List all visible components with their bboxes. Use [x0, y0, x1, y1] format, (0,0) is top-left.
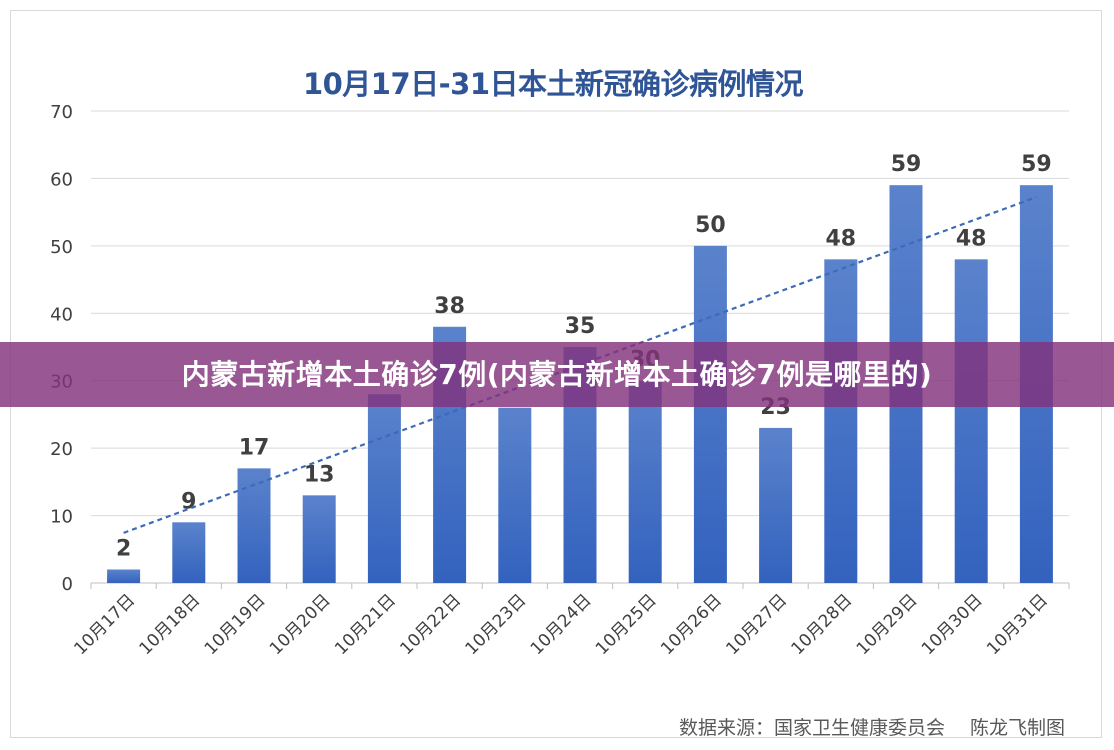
- x-tick-label: 10月21日: [331, 590, 400, 659]
- data-label: 2: [116, 537, 131, 562]
- y-tick-label: 0: [62, 574, 73, 595]
- x-tick-label: 10月30日: [918, 590, 987, 659]
- y-tick-label: 50: [50, 237, 73, 258]
- x-tick-label: 10月25日: [592, 590, 661, 659]
- bar: [628, 380, 662, 583]
- bar-chart: 010203040506070 291713383530502348594859…: [50, 102, 1070, 659]
- x-tick-label: 10月17日: [70, 590, 139, 659]
- bar: [693, 245, 727, 583]
- caption-banner: 内蒙古新增本土确诊7例(内蒙古新增本土确诊7例是哪里的): [0, 342, 1114, 407]
- x-tick-label: 10月28日: [788, 590, 857, 659]
- bar: [367, 394, 401, 583]
- caption-banner-text: 内蒙古新增本土确诊7例(内蒙古新增本土确诊7例是哪里的): [181, 358, 933, 391]
- x-tick-label: 10月18日: [136, 590, 205, 659]
- x-tick-label: 10月31日: [983, 590, 1052, 659]
- data-label: 59: [1021, 152, 1052, 177]
- x-tick-label: 10月23日: [462, 590, 531, 659]
- y-tick-label: 10: [50, 507, 73, 528]
- y-tick-label: 20: [50, 439, 73, 460]
- y-tick-label: 40: [50, 304, 73, 325]
- x-tick-label: 10月26日: [657, 590, 726, 659]
- data-label: 17: [239, 435, 270, 460]
- bar: [172, 522, 206, 583]
- data-label: 48: [956, 226, 987, 251]
- bar: [498, 407, 532, 583]
- x-tick-label: 10月27日: [722, 590, 791, 659]
- x-tick-label: 10月29日: [853, 590, 922, 659]
- x-tick-label: 10月20日: [266, 590, 335, 659]
- x-axis-ticks: 10月17日10月18日10月19日10月20日10月21日10月22日10月2…: [70, 590, 1052, 659]
- bars: [107, 185, 1053, 583]
- y-tick-label: 60: [50, 169, 73, 190]
- source-note: 数据来源：国家卫生健康委员会 陈龙飞制图: [678, 717, 1065, 739]
- x-tick-label: 10月22日: [396, 590, 465, 659]
- data-label: 35: [565, 314, 596, 339]
- bar: [824, 259, 858, 583]
- bar: [954, 259, 988, 583]
- bar: [107, 569, 141, 583]
- data-label: 13: [304, 462, 335, 487]
- x-tick-label: 10月24日: [527, 590, 596, 659]
- bar: [759, 427, 793, 583]
- y-tick-label: 70: [50, 102, 73, 123]
- bar: [302, 495, 336, 583]
- data-label: 48: [825, 226, 856, 251]
- data-label: 50: [695, 213, 726, 238]
- bar: [237, 468, 271, 583]
- data-label: 38: [434, 294, 465, 319]
- x-tick-label: 10月19日: [201, 590, 270, 659]
- data-label: 59: [891, 152, 922, 177]
- chart-title: 10月17日-31日本土新冠确诊病例情况: [302, 67, 804, 101]
